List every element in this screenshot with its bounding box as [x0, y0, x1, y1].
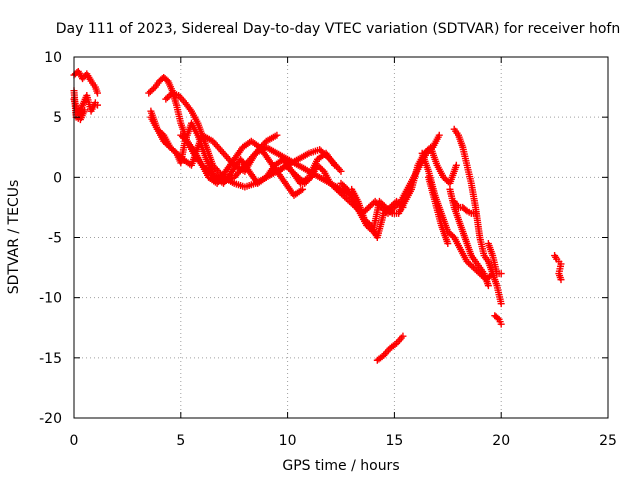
x-tick-label: 5 [176, 433, 185, 449]
series-arc-11 [348, 185, 407, 241]
data-point [497, 320, 505, 328]
data-point [484, 282, 492, 290]
data-point [435, 131, 443, 139]
series-arc-17 [450, 197, 480, 217]
data-point [299, 185, 307, 193]
data-point [342, 184, 350, 192]
series-arc-12 [373, 332, 407, 364]
data-point [365, 220, 373, 228]
series-arc-14 [425, 173, 452, 248]
x-tick-label: 15 [385, 433, 403, 449]
data-point [93, 89, 101, 97]
x-tick-label: 20 [492, 433, 510, 449]
grid-lines [74, 57, 608, 418]
series-arc-20 [551, 252, 565, 284]
data-point [494, 314, 502, 322]
data-point [497, 270, 505, 278]
series-arc-10 [337, 143, 460, 235]
data-point [305, 175, 313, 183]
data-point [399, 203, 407, 211]
data-point [399, 332, 407, 340]
data-point [449, 232, 457, 240]
axis-ticks: 0 5 10 15 20 25 10 5 0 -5 -10 -15 -20 [39, 50, 617, 449]
data-point [318, 166, 326, 174]
y-tick-label: 10 [44, 50, 62, 66]
x-tick-label: 0 [70, 433, 79, 449]
data-point [462, 206, 470, 214]
y-tick-label: -10 [39, 291, 62, 307]
data-point [273, 131, 281, 139]
series-arc-3 [70, 87, 89, 124]
y-tick-label: 0 [53, 170, 62, 186]
series-arc-8 [177, 131, 307, 199]
data-point [158, 130, 166, 138]
series-arc-18 [484, 240, 505, 278]
data-marks [70, 67, 565, 364]
data-point [472, 209, 480, 217]
series-arc-19 [491, 312, 505, 328]
x-tick-label: 10 [279, 433, 297, 449]
data-point [497, 300, 505, 308]
y-tick-label: -20 [39, 411, 62, 427]
data-point [444, 240, 452, 248]
data-point [397, 202, 405, 210]
y-axis-label: SDTVAR / TECUs [6, 180, 22, 295]
data-point [325, 154, 333, 162]
x-axis-label: GPS time / hours [282, 458, 399, 474]
data-point [93, 101, 101, 109]
y-tick-label: -15 [39, 351, 62, 367]
data-point [557, 276, 565, 284]
x-tick-label: 25 [599, 433, 617, 449]
data-point [337, 167, 345, 175]
data-point [167, 91, 175, 99]
series-arc-1 [70, 67, 101, 97]
series-arc-16 [446, 185, 492, 290]
data-point [150, 85, 158, 93]
data-point [81, 106, 89, 114]
chart-title: Day 111 of 2023, Sidereal Day-to-day VTE… [56, 21, 620, 37]
y-tick-label: -5 [48, 231, 62, 247]
data-point [452, 161, 460, 169]
y-tick-label: 5 [53, 110, 62, 126]
